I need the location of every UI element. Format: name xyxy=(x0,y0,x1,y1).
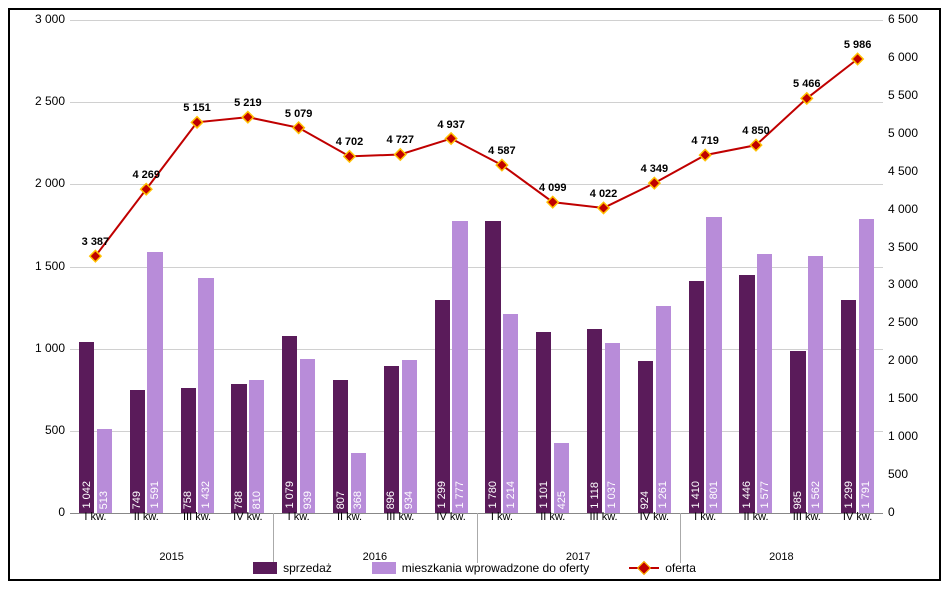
x-tick-quarter: I kw. xyxy=(84,511,106,523)
x-tick-quarter: III kw. xyxy=(183,511,211,523)
y-right-tick: 5 500 xyxy=(888,88,938,102)
legend-swatch-sprzedaz xyxy=(253,562,277,574)
line-oferta xyxy=(95,59,857,256)
y-left-tick: 1 000 xyxy=(15,341,65,355)
marker-oferta xyxy=(293,122,304,133)
x-tick-quarter: III kw. xyxy=(589,511,617,523)
line-value-label: 4 269 xyxy=(132,169,160,181)
legend-label-mieszkania: mieszkania wprowadzone do oferty xyxy=(402,561,589,575)
x-tick-quarter: III kw. xyxy=(386,511,414,523)
x-tick-quarter: II kw. xyxy=(540,511,565,523)
legend-label-oferta: oferta xyxy=(665,561,696,575)
y-right-tick: 3 000 xyxy=(888,277,938,291)
x-axis: I kw. II kw. III kw. IV kw. I kw. II kw. III k… xyxy=(70,509,879,539)
line-value-label: 5 466 xyxy=(793,78,821,90)
line-value-label: 5 151 xyxy=(183,102,211,114)
legend: sprzedaż mieszkania wprowadzone do ofert… xyxy=(10,561,939,575)
x-tick-quarter: IV kw. xyxy=(233,511,262,523)
legend-item-oferta: oferta xyxy=(629,561,696,575)
line-value-label: 3 387 xyxy=(82,236,110,248)
x-tick-quarter: I kw. xyxy=(491,511,513,523)
marker-oferta xyxy=(344,151,355,162)
line-value-label: 4 727 xyxy=(387,134,415,146)
x-tick-quarter: II kw. xyxy=(743,511,768,523)
y-right-tick: 2 000 xyxy=(888,353,938,367)
y-right-tick: 2 500 xyxy=(888,315,938,329)
x-tick-quarter: IV kw. xyxy=(843,511,872,523)
line-value-label: 4 937 xyxy=(437,119,465,131)
legend-item-sprzedaz: sprzedaż xyxy=(253,561,332,575)
marker-oferta xyxy=(445,133,456,144)
marker-oferta xyxy=(649,177,660,188)
y-left-tick: 2 000 xyxy=(15,176,65,190)
line-value-label: 4 587 xyxy=(488,145,516,157)
y-right-tick: 500 xyxy=(888,467,938,481)
y-right-tick: 5 000 xyxy=(888,126,938,140)
line-value-label: 4 702 xyxy=(336,136,364,148)
y-right-tick: 1 500 xyxy=(888,391,938,405)
line-value-label: 4 022 xyxy=(590,188,618,200)
y-left-tick: 0 xyxy=(15,505,65,519)
marker-oferta xyxy=(699,149,710,160)
line-value-label: 4 850 xyxy=(742,125,770,137)
y-left-tick: 500 xyxy=(15,423,65,437)
marker-oferta xyxy=(598,202,609,213)
y-right-tick: 4 500 xyxy=(888,164,938,178)
line-value-label: 4 099 xyxy=(539,182,567,194)
line-value-label: 4 719 xyxy=(691,135,719,147)
plot-area: 05001 0001 5002 0002 5003 00005001 0001 … xyxy=(70,20,883,513)
x-tick-quarter: I kw. xyxy=(288,511,310,523)
marker-oferta xyxy=(395,149,406,160)
y-left-tick: 3 000 xyxy=(15,12,65,26)
chart-container: 0 500 1 000 1 500 2 000 2 500 3 000 0 500 1 000 1 … xyxy=(8,8,941,581)
y-right-tick: 3 500 xyxy=(888,240,938,254)
x-tick-quarter: IV kw. xyxy=(640,511,669,523)
x-tick-quarter: II kw. xyxy=(134,511,159,523)
legend-swatch-mieszkania xyxy=(372,562,396,574)
legend-item-mieszkania: mieszkania wprowadzone do oferty xyxy=(372,561,589,575)
marker-oferta xyxy=(242,112,253,123)
y-right-tick: 4 000 xyxy=(888,202,938,216)
y-right-tick: 6 000 xyxy=(888,50,938,64)
y-right-tick: 1 000 xyxy=(888,429,938,443)
legend-label-sprzedaz: sprzedaż xyxy=(283,561,332,575)
x-tick-quarter: I kw. xyxy=(694,511,716,523)
y-right-tick: 6 500 xyxy=(888,12,938,26)
line-value-label: 5 219 xyxy=(234,97,262,109)
legend-marker-oferta xyxy=(629,567,659,569)
y-right-tick: 0 xyxy=(888,505,938,519)
line-value-label: 5 986 xyxy=(844,39,872,51)
y-left-tick: 1 500 xyxy=(15,259,65,273)
y-left-tick: 2 500 xyxy=(15,94,65,108)
line-layer xyxy=(70,20,883,513)
x-tick-quarter: IV kw. xyxy=(436,511,465,523)
line-value-label: 4 349 xyxy=(641,163,669,175)
line-value-label: 5 079 xyxy=(285,108,313,120)
x-tick-quarter: II kw. xyxy=(337,511,362,523)
x-tick-quarter: III kw. xyxy=(793,511,821,523)
